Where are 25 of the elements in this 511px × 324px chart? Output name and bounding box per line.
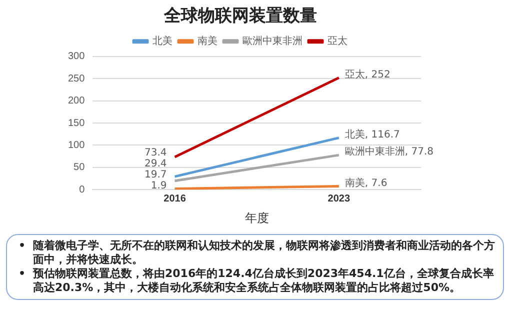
chart-title: 全球物联网装置数量 [163, 6, 317, 25]
y-tick-label: 150 [68, 118, 86, 129]
legend-label: 北美 [152, 35, 172, 48]
data-label: 1.9 [150, 180, 167, 192]
text: • 随着微电子学、无所不在的联网和认知技术的发展，物联网将渗透到消费者和商业活动的各个方面中，并将快速成长。 [17, 239, 495, 267]
legend-label: 亞太 [328, 35, 348, 48]
x-tick-label: 2023 [328, 193, 350, 204]
y-tick-label: 300 [68, 51, 86, 62]
data-label: 亞太, 252 [344, 68, 390, 80]
y-tick-label: 250 [68, 73, 86, 84]
y-tick-label: 200 [68, 96, 86, 107]
x-axis-title: 年度 [244, 211, 269, 226]
y-tick-label: 0 [79, 184, 86, 196]
data-label: 73.4 [144, 147, 167, 158]
data-label: 29.4 [144, 158, 167, 170]
data-label: 歐洲中東非洲, 77.8 [344, 146, 434, 158]
text: • 预估物联网装置总数，将由2016年的124.4亿台成长到2023年454.1亿台，全球复合成长率高达20.3%，其中，大楼自动化系统和安全系统占全体物联网装置的占比将超过50%。 [17, 267, 495, 295]
legend-label: 歐洲中東非洲 [242, 35, 302, 48]
data-label: 南美, 7.6 [344, 176, 388, 189]
y-tick-label: 50 [74, 162, 86, 174]
data-label: 北美, 116.7 [344, 128, 400, 140]
x-tick-label: 2016 [164, 193, 186, 204]
y-tick-label: 100 [68, 140, 86, 151]
data-label: 19.7 [144, 169, 167, 180]
legend-label: 南美 [198, 35, 218, 48]
